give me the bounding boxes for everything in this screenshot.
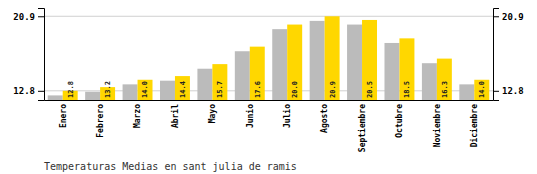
bar-series	[48, 21, 475, 100]
bar	[250, 47, 265, 100]
bar	[175, 76, 190, 100]
x-tick: Octubre	[395, 100, 404, 138]
y-tick-label: 20.9	[13, 12, 35, 22]
bar	[459, 84, 474, 100]
y-tick: 12.8	[493, 86, 524, 96]
data-label: 18.5	[403, 81, 411, 98]
data-labels: 12.8 13.2 14.0 14.4 15.7 17.6 20.0 20.9 20.5 18.5…	[67, 81, 487, 98]
bar	[474, 80, 489, 100]
bar	[85, 92, 100, 100]
x-tick-label: Enero	[59, 104, 68, 128]
x-tick-label: Agosto	[320, 104, 329, 133]
data-label: 17.6	[254, 81, 262, 98]
x-tick-label: Julio	[282, 104, 292, 128]
x-tick: Abril	[170, 100, 180, 128]
bar	[362, 20, 377, 100]
data-label: 20.9	[329, 81, 337, 98]
bar	[422, 63, 437, 100]
x-tick-label: Noviembre	[432, 104, 442, 148]
chart: 12.8 13.2 14.0 14.4 15.7 17.6 20.0 20.9 20.5 18.5…	[0, 0, 537, 174]
x-tick: Noviembre	[432, 100, 442, 147]
bar	[197, 69, 212, 100]
data-label: 14.0	[478, 81, 486, 98]
y-tick-label: 20.9	[502, 12, 524, 22]
y-tick-label: 12.8	[502, 86, 524, 96]
bars	[48, 16, 490, 100]
x-tick: Mayo	[208, 100, 217, 123]
title: Temperaturas Medias en sant julia de ram…	[44, 161, 297, 172]
bar	[48, 95, 63, 100]
y-tick-mark	[493, 16, 499, 17]
x-axis-line	[45, 100, 494, 101]
x-tick-label: Febrero	[96, 104, 105, 138]
data-label: 12.8	[67, 81, 75, 98]
x-tick-label: Septiembre	[357, 104, 367, 152]
x-tick: Julio	[282, 100, 292, 128]
x-tick-label: Mayo	[208, 104, 217, 123]
x-tick-label: Octubre	[395, 104, 404, 138]
bar	[399, 38, 414, 100]
x-tick-label: Abril	[170, 104, 180, 128]
bar-series	[63, 16, 490, 100]
bar	[310, 21, 325, 100]
y-axis-line	[494, 9, 500, 101]
y-tick: 20.9	[13, 12, 44, 22]
x-axis: Enero Febrero Marzo Abril Mayo Junio Julio Agos…	[45, 100, 494, 152]
x-tick: Marzo	[133, 100, 142, 128]
bar	[212, 64, 227, 100]
data-label: 13.2	[104, 81, 112, 98]
bar	[437, 59, 452, 100]
bar	[347, 25, 362, 100]
y-axis-right: 12.8 20.9	[493, 9, 524, 101]
x-tick-label: Marzo	[133, 104, 142, 128]
bar	[160, 81, 175, 100]
x-tick: Diciembre	[469, 100, 479, 147]
y-tick-label: 12.8	[13, 86, 35, 96]
y-tick-mark	[493, 91, 499, 92]
data-label: 16.3	[441, 81, 449, 98]
bar	[287, 25, 302, 100]
y-axis-left: 12.8 20.9	[13, 9, 44, 101]
x-tick: Agosto	[320, 100, 329, 133]
x-tick: Junio	[245, 100, 255, 128]
data-label: 14.4	[179, 81, 187, 98]
grid-line	[44, 16, 493, 17]
x-tick: Septiembre	[357, 100, 367, 152]
bar	[272, 29, 287, 100]
y-tick: 20.9	[493, 12, 524, 22]
x-tick: Enero	[59, 100, 68, 128]
bar	[123, 84, 138, 100]
y-tick-mark	[38, 91, 44, 92]
data-label: 15.7	[216, 81, 224, 98]
x-tick: Febrero	[96, 100, 105, 138]
y-tick-mark	[38, 16, 44, 17]
y-tick: 12.8	[13, 86, 44, 96]
data-label: 20.0	[291, 81, 299, 98]
plot: 12.8 13.2 14.0 14.4 15.7 17.6 20.0 20.9 20.5 18.5…	[13, 9, 523, 153]
x-tick-label: Diciembre	[469, 104, 479, 148]
data-label: 20.5	[366, 81, 374, 98]
x-tick-label: Junio	[245, 104, 255, 128]
bar	[138, 80, 153, 100]
y-axis-line	[38, 9, 45, 101]
bar	[235, 51, 250, 100]
data-label: 14.0	[141, 81, 149, 98]
bar	[325, 16, 340, 100]
bar	[384, 43, 399, 100]
